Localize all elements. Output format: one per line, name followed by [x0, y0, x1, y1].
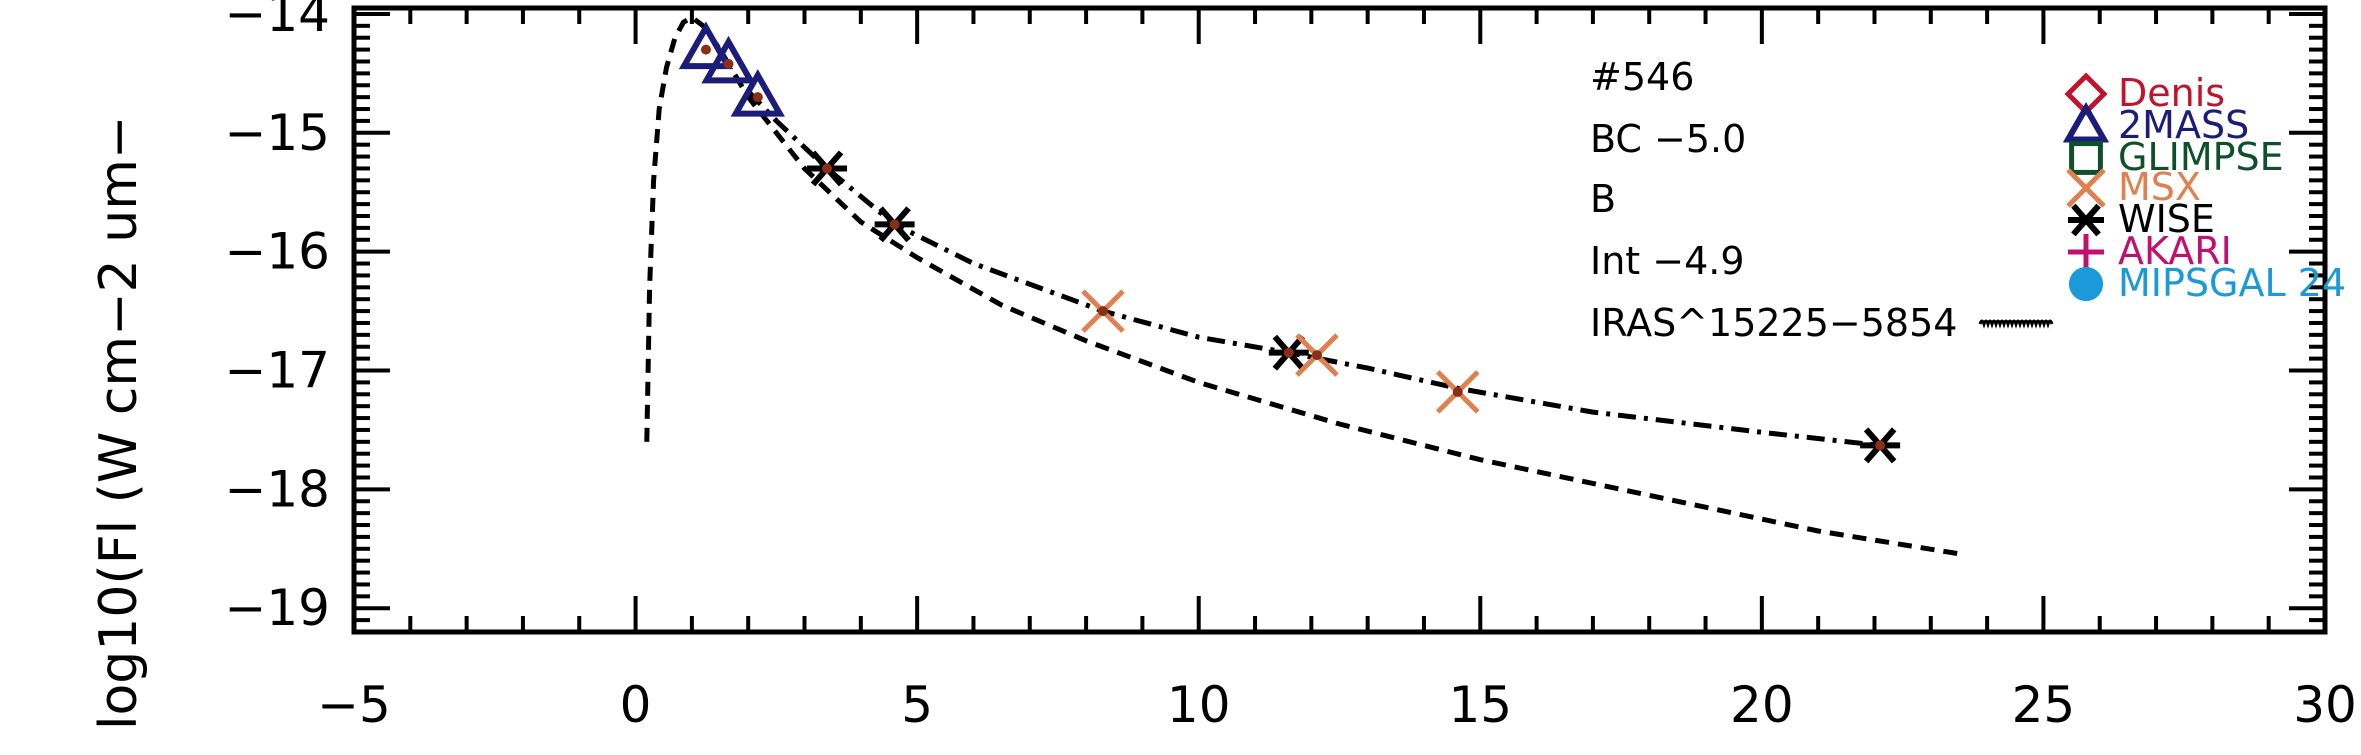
legend-label: MIPSGAL 24: [2118, 261, 2346, 305]
legend-marker-square: [2069, 141, 2103, 175]
ticks: −5 0 5 10 15 20 25 30 −14 −15 −16 −17 −18 −19: [224, 0, 2356, 734]
observed-flux-dot: [1283, 347, 1294, 358]
observed-flux-dot: [1097, 306, 1108, 317]
observed-flux-dot: [1875, 440, 1886, 451]
legend-marker-asterisk: [2068, 203, 2104, 237]
y-tick-label: −19: [224, 579, 330, 637]
legend-marker-x: [2066, 168, 2106, 208]
annotation-text: BC −5.0: [1590, 117, 1746, 161]
annotation-text: B: [1590, 177, 1616, 221]
x-tick-label: −5: [317, 676, 391, 734]
legend-label: 2MASS: [2118, 103, 2249, 147]
axes: [351, 5, 2328, 635]
annotation-text: IRAS^15225−5854: [1590, 301, 1957, 345]
legend-marker-plus: [2068, 234, 2104, 270]
2mass-point: [730, 69, 785, 117]
observed-flux-dot: [752, 92, 763, 103]
observed-flux-dot: [822, 163, 833, 174]
legend-label: WISE: [2118, 197, 2215, 241]
plot-frame: [351, 5, 2328, 635]
model-curves: [644, 14, 1965, 558]
x-tick-label: 0: [620, 676, 652, 734]
dashdot-model-curve: [746, 89, 1881, 448]
annotations: #546 BC −5.0 B Int −4.9 IRAS^15225−5854: [1590, 55, 2054, 345]
legend-marker-triangle: [2062, 101, 2110, 143]
2mass-point: [701, 35, 756, 84]
y-tick-label: −18: [224, 460, 330, 518]
observed-flux-dot: [1452, 386, 1463, 397]
legend-label: AKARI: [2118, 229, 2232, 273]
2mass-point: [678, 21, 734, 70]
y-tick-label: −16: [224, 223, 330, 281]
observed-flux-dot: [1311, 350, 1322, 361]
data-points: [678, 21, 1901, 464]
legend-label: GLIMPSE: [2118, 135, 2284, 179]
x-tick-label: 10: [1167, 676, 1231, 734]
y-axis-label: log10(Fl (W cm−2 um−: [89, 116, 149, 730]
x-tick-label: 15: [1448, 676, 1512, 734]
y-tick-label: −15: [224, 104, 330, 162]
dashed-model-curve: [644, 14, 1965, 558]
x-tick-label: 20: [1730, 676, 1794, 734]
legend-label: MSX: [2118, 165, 2201, 209]
observed-flux-dot: [723, 58, 734, 69]
observed-flux-dot: [700, 44, 711, 55]
y-tick-label: −17: [224, 342, 330, 400]
x-tick-label: 30: [2293, 676, 2357, 734]
y-tick-label: −14: [224, 0, 330, 43]
annotation-text: #546: [1590, 55, 1694, 99]
legend-label: Denis: [2118, 71, 2225, 115]
x-tick-label: 25: [2012, 676, 2076, 734]
annotation-text: Int −4.9: [1590, 239, 1745, 283]
x-tick-label: 5: [901, 676, 933, 734]
observed-flux-dot: [889, 219, 900, 230]
annotation-squiggle: [1978, 319, 2054, 329]
legend-marker-circle: [2068, 266, 2104, 302]
